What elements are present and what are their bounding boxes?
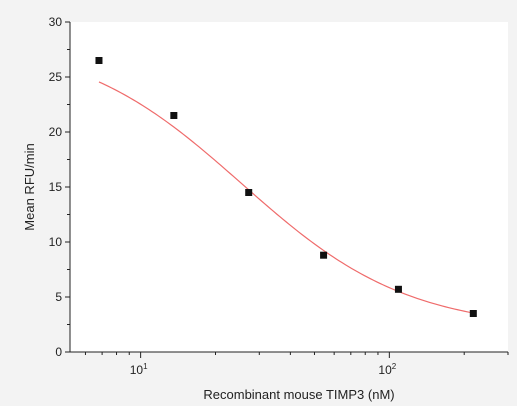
y-axis-label: Mean RFU/min: [22, 143, 37, 230]
y-tick-label: 20: [49, 125, 63, 139]
y-tick-label: 25: [49, 70, 63, 84]
data-point: [394, 285, 402, 293]
data-point: [320, 251, 328, 259]
y-tick-label: 30: [49, 15, 63, 29]
data-point: [469, 310, 477, 317]
x-tick-label: 101: [130, 362, 148, 377]
data-point: [170, 112, 178, 119]
x-tick-label: 102: [378, 362, 396, 377]
data-points: [95, 57, 477, 317]
y-tick-label: 15: [49, 180, 63, 194]
y-tick-label: 0: [55, 345, 62, 359]
y-tick-label: 5: [55, 290, 62, 304]
y-axis: 0 5 10 15 20 25 30: [49, 15, 71, 359]
plot-area: [70, 22, 508, 352]
data-point: [245, 189, 253, 196]
y-tick-label: 10: [49, 235, 63, 249]
data-point: [95, 57, 103, 64]
x-axis-label: Recombinant mouse TIMP3 (nM): [203, 387, 394, 402]
fit-curve: [98, 81, 474, 314]
x-axis: 101 102: [70, 351, 509, 377]
